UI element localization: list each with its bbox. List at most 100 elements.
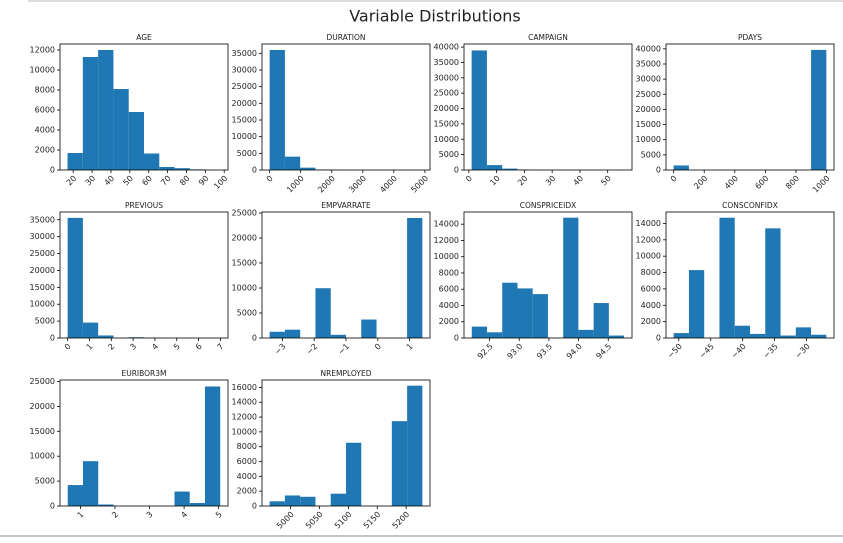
y-tick-label: 10000 <box>30 66 55 75</box>
y-tick-label: 8000 <box>641 268 661 277</box>
bar <box>98 335 114 338</box>
bar <box>486 165 503 170</box>
bar <box>502 282 518 338</box>
y-tick-label: 25000 <box>232 209 257 218</box>
y-tick-label: 2000 <box>641 317 661 326</box>
x-tick-label: 1 <box>405 342 415 352</box>
y-tick-label: 20000 <box>232 234 257 243</box>
bar <box>82 322 99 338</box>
x-tick-label: 4 <box>179 510 189 520</box>
bar <box>688 270 705 338</box>
x-tick-label: 0 <box>63 342 73 352</box>
y-tick-label: 10000 <box>30 452 55 461</box>
axes-frame <box>59 379 229 507</box>
y-tick-label: 14000 <box>434 220 459 229</box>
bar <box>391 421 408 506</box>
x-tick-label: 5 <box>172 342 182 352</box>
bar <box>673 333 689 338</box>
bar <box>98 50 114 170</box>
bar <box>204 386 221 506</box>
y-tick-label: 0 <box>454 166 459 175</box>
y-tick-label: 15000 <box>30 283 55 292</box>
x-tick-label: 0 <box>464 174 474 184</box>
y-tick-label: 14000 <box>636 219 661 228</box>
bar <box>315 288 331 338</box>
y-tick-label: 20000 <box>434 104 459 113</box>
bar <box>407 218 423 338</box>
y-tick-label: 0 <box>656 166 661 175</box>
y-tick-label: 6000 <box>641 284 661 293</box>
y-tick-label: 5000 <box>237 309 257 318</box>
bar <box>113 89 129 170</box>
x-tick-label: 0 <box>265 174 275 184</box>
bar <box>189 503 205 506</box>
bar <box>300 167 316 170</box>
bar <box>67 485 83 506</box>
bar <box>471 326 488 338</box>
y-tick-label: 0 <box>50 502 55 511</box>
panel-title: CAMPAIGN <box>528 33 568 42</box>
bar <box>269 501 285 506</box>
y-tick-label: 30000 <box>232 66 257 75</box>
bar <box>811 49 827 170</box>
bar <box>750 333 766 338</box>
y-tick-label: 16000 <box>232 383 257 392</box>
y-tick-label: 4000 <box>439 301 459 310</box>
y-tick-label: 10000 <box>232 132 257 141</box>
y-tick-label: 10000 <box>232 427 257 436</box>
x-tick-label: 2 <box>106 342 116 352</box>
y-tick-label: 10000 <box>636 252 661 261</box>
bar <box>82 461 99 506</box>
bar <box>174 491 190 506</box>
panel-title: DURATION <box>326 33 365 42</box>
bar <box>98 504 114 506</box>
y-tick-label: 30000 <box>30 232 55 241</box>
y-tick-label: 8000 <box>439 268 459 277</box>
panel-title: PREVIOUS <box>125 201 163 210</box>
axes-frame <box>463 43 633 171</box>
y-tick-label: 35000 <box>30 215 55 224</box>
y-tick-label: 6000 <box>35 106 55 115</box>
bar <box>532 294 548 338</box>
bar <box>502 168 518 170</box>
bar <box>82 57 99 170</box>
y-tick-label: 12000 <box>636 235 661 244</box>
y-tick-label: 14000 <box>232 398 257 407</box>
bar <box>284 495 301 506</box>
bar <box>269 331 285 338</box>
y-tick-label: 10000 <box>636 135 661 144</box>
axes-frame <box>463 211 633 339</box>
y-tick-label: 25000 <box>30 249 55 258</box>
bar <box>67 153 83 170</box>
y-tick-label: 5000 <box>237 149 257 158</box>
panel-title: AGE <box>136 33 152 42</box>
bar <box>795 327 812 338</box>
y-tick-label: 8000 <box>237 442 257 451</box>
y-tick-label: 30000 <box>434 73 459 82</box>
bar <box>269 50 285 170</box>
bar <box>361 319 377 338</box>
y-tick-label: 4000 <box>35 126 55 135</box>
y-tick-label: 0 <box>252 334 257 343</box>
x-tick-label: 7 <box>216 342 226 352</box>
y-tick-label: 12000 <box>232 413 257 422</box>
axes-frame <box>59 211 229 339</box>
axes-frame <box>261 43 431 171</box>
y-tick-label: 35000 <box>434 58 459 67</box>
y-tick-label: 10000 <box>434 252 459 261</box>
bar <box>300 496 316 506</box>
bar <box>471 50 487 170</box>
y-tick-label: 4000 <box>237 472 257 481</box>
y-tick-label: 8000 <box>35 86 55 95</box>
bar <box>128 112 144 170</box>
x-tick-label: 1 <box>85 342 95 352</box>
bar <box>284 156 301 170</box>
bar <box>780 335 796 338</box>
x-tick-label: 3 <box>128 342 138 352</box>
y-tick-label: 40000 <box>434 43 459 52</box>
y-tick-label: 0 <box>50 334 55 343</box>
panel-title: CONSCONFIDX <box>722 201 778 210</box>
bar <box>330 493 347 506</box>
y-tick-label: 4000 <box>641 301 661 310</box>
y-tick-label: 12000 <box>30 46 55 55</box>
